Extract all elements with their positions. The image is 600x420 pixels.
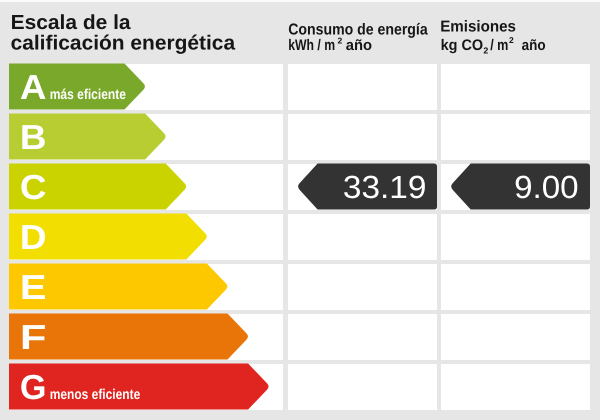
svg-text:D: D <box>20 218 47 257</box>
svg-text:Escala de la: Escala de la <box>11 12 132 34</box>
svg-text:kg CO: kg CO <box>441 37 484 54</box>
svg-text:9.00: 9.00 <box>514 169 579 205</box>
svg-text:Consumo de energía: Consumo de energía <box>288 21 428 38</box>
svg-text:año: año <box>346 37 372 54</box>
svg-text:/ m: / m <box>490 37 508 54</box>
svg-text:Emisiones: Emisiones <box>440 19 516 36</box>
svg-text:más eficiente: más eficiente <box>50 87 126 103</box>
svg-text:33.19: 33.19 <box>343 169 427 205</box>
svg-text:2: 2 <box>338 36 343 46</box>
svg-text:menos eficiente: menos eficiente <box>50 387 141 403</box>
svg-text:calificación energética: calificación energética <box>11 32 236 54</box>
svg-text:2: 2 <box>509 35 514 45</box>
svg-text:F: F <box>20 318 47 357</box>
svg-text:G: G <box>20 368 47 407</box>
svg-text:kWh / m: kWh / m <box>288 37 335 54</box>
svg-text:año: año <box>522 37 546 54</box>
svg-text:B: B <box>20 118 47 157</box>
svg-text:A: A <box>20 68 47 107</box>
svg-text:C: C <box>20 168 47 207</box>
svg-text:E: E <box>20 268 47 307</box>
svg-text:2: 2 <box>483 45 488 55</box>
